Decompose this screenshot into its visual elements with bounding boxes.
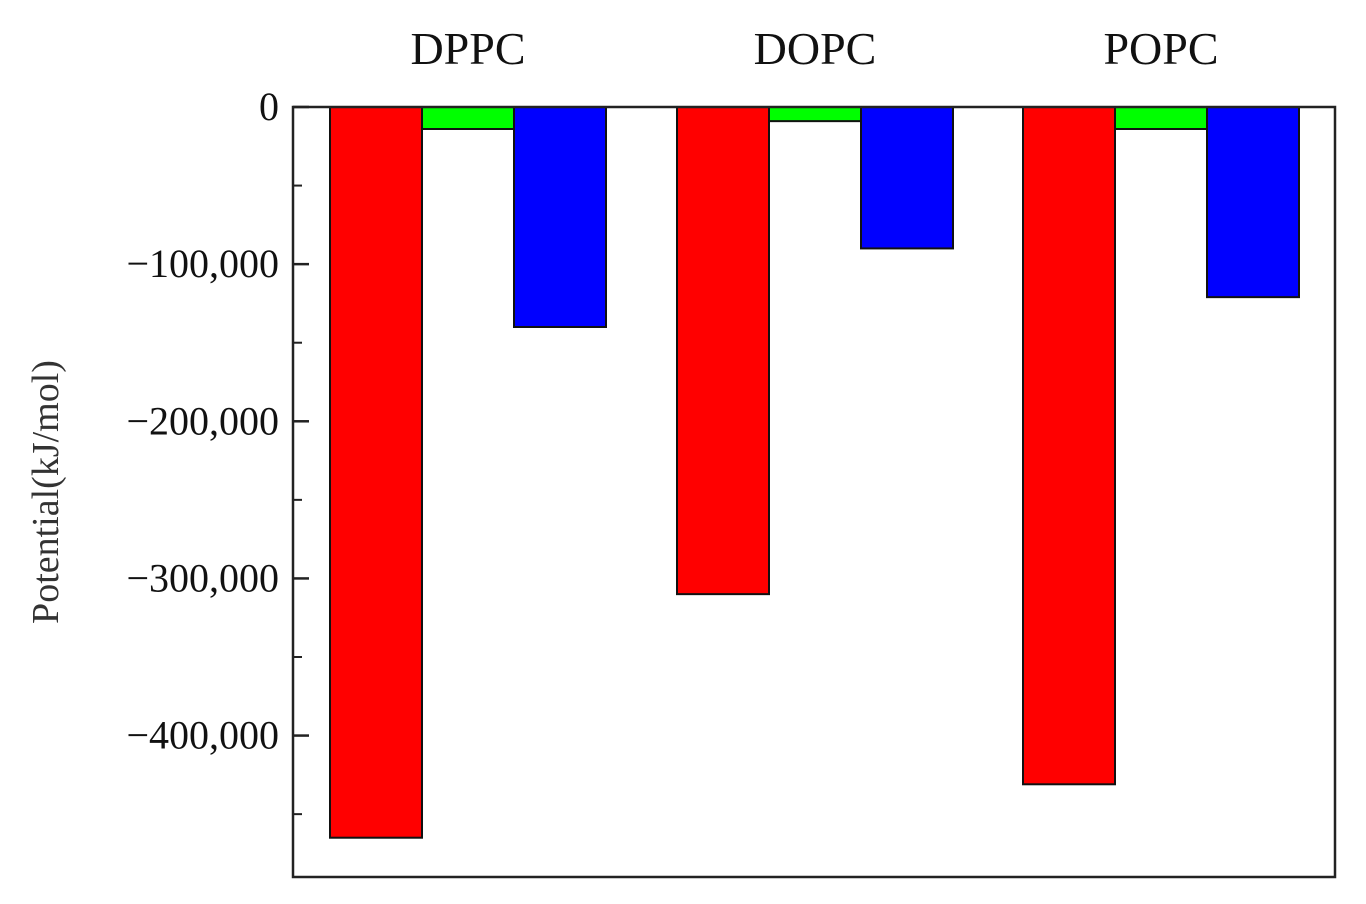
bar-dppc-1 [329, 106, 423, 839]
bars [329, 106, 1300, 839]
plot-frame [291, 105, 1337, 879]
category-label-popc: POPC [1103, 23, 1218, 74]
y-tick-label: 0 [259, 84, 279, 129]
y-tick-label: −100,000 [126, 241, 279, 286]
bar-popc-3 [1206, 106, 1300, 299]
y-tick-label: −400,000 [126, 713, 279, 758]
y-axis-ticks: 0 −100,000 −200,000 −300,000 −400,000 [126, 84, 309, 816]
category-label-dopc: DOPC [754, 23, 877, 74]
bar-popc-2 [1114, 106, 1208, 130]
bar-dppc-2 [421, 106, 515, 130]
category-label-dppc: DPPC [410, 23, 525, 74]
y-tick-label: −200,000 [126, 398, 279, 443]
y-axis-label: Potential(kJ/mol) [25, 360, 67, 624]
bar-dopc-2 [768, 106, 862, 123]
bar-dppc-3 [513, 106, 607, 328]
bar-popc-1 [1022, 106, 1116, 786]
y-tick-label: −300,000 [126, 555, 279, 600]
category-labels: DPPC DOPC POPC [410, 23, 1218, 74]
bar-dopc-3 [860, 106, 954, 250]
bar-dopc-1 [676, 106, 770, 596]
